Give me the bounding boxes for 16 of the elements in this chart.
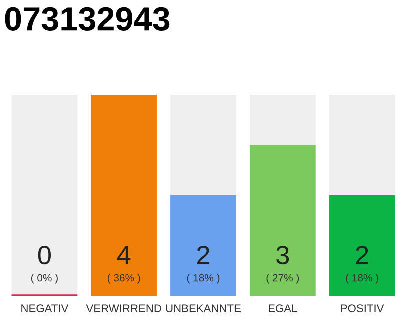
chart-title: 073132943	[5, 7, 170, 31]
x-tick-label: EGAL	[268, 304, 298, 312]
annotation: ( 18% )	[346, 274, 378, 284]
x-tick-label: VERWIRREND	[86, 304, 162, 312]
annotation: ( 27% )	[266, 274, 300, 284]
data-label: 3	[276, 246, 290, 265]
data-label: 0	[38, 246, 52, 265]
data-label: 2	[197, 246, 210, 264]
data-label: 2	[356, 246, 368, 264]
x-tick-label: UNBEKANNTE	[166, 304, 241, 312]
x-tick-label: NEGATIV	[22, 304, 69, 312]
annotation: ( 0% )	[31, 274, 58, 284]
annotation: ( 18% )	[187, 274, 220, 284]
data-label: 4	[117, 246, 131, 264]
annotation: ( 36% )	[108, 274, 140, 284]
x-tick-label: POSITIV	[341, 304, 384, 312]
